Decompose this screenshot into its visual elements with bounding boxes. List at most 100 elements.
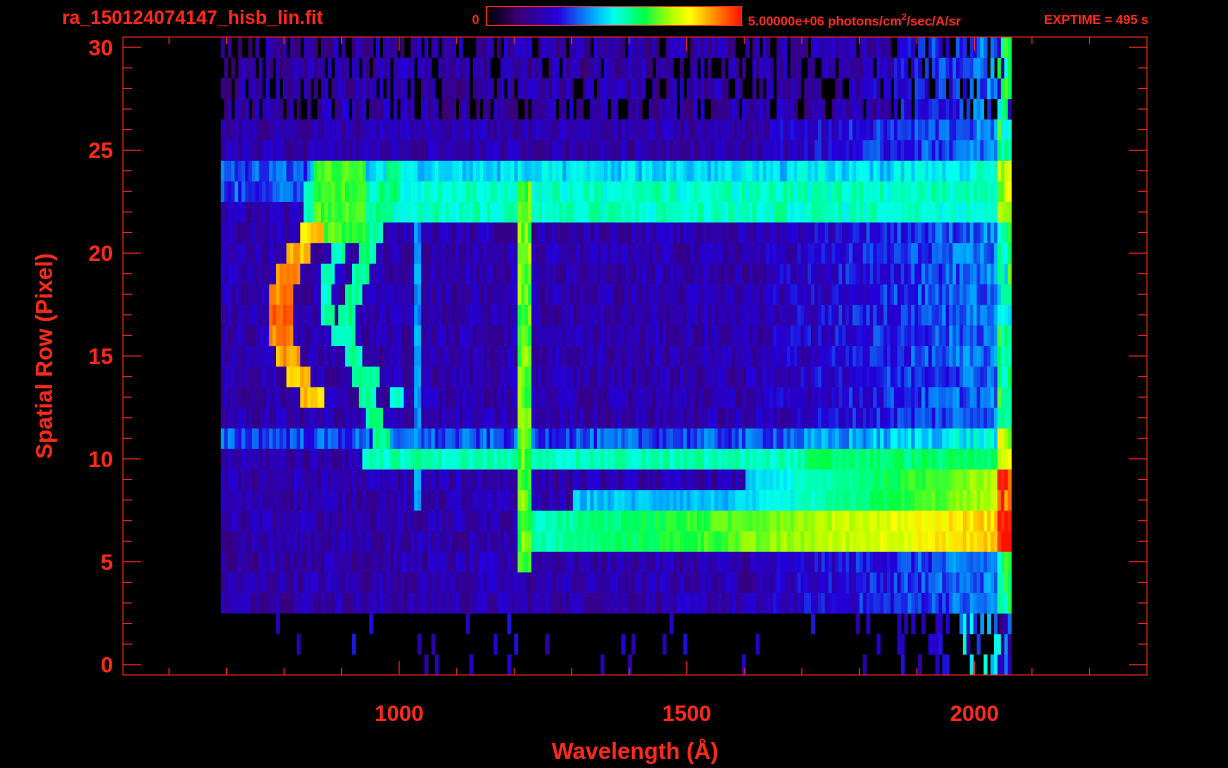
heatmap-cell (362, 201, 367, 223)
heatmap-cell (859, 222, 864, 244)
heatmap-cell (303, 366, 308, 388)
heatmap-cell (724, 407, 729, 429)
heatmap-cell (324, 448, 329, 470)
heatmap-cell (393, 304, 398, 326)
heatmap-cell (911, 242, 915, 264)
heatmap-cell (662, 284, 667, 305)
heatmap-cell (534, 592, 539, 614)
heatmap-cell (348, 345, 353, 367)
heatmap-cell (897, 201, 902, 223)
heatmap-cell (258, 428, 263, 449)
heatmap-cell (389, 386, 394, 408)
heatmap-cell (624, 366, 629, 388)
heatmap-cell (686, 510, 691, 532)
heatmap-cell (438, 510, 443, 532)
heatmap-cell (693, 510, 698, 532)
heatmap-cell (983, 654, 988, 676)
heatmap-cell (566, 181, 570, 202)
heatmap-cell (714, 386, 719, 408)
heatmap-cell (279, 592, 284, 614)
heatmap-cell (348, 530, 353, 552)
heatmap-cell (245, 304, 249, 326)
heatmap-cell (973, 510, 978, 532)
heatmap-cell (849, 469, 853, 491)
heatmap-cell (566, 448, 570, 470)
heatmap-cell (503, 448, 508, 470)
heatmap-cell (465, 366, 470, 388)
heatmap-cell (994, 366, 998, 388)
heatmap-cell (258, 263, 263, 285)
heatmap-cell (973, 366, 978, 388)
heatmap-cell (348, 551, 353, 573)
heatmap-cell (855, 304, 860, 326)
heatmap-cell (276, 510, 280, 532)
heatmap-cell (962, 304, 967, 326)
heatmap-cell (269, 222, 273, 244)
heatmap-cell (990, 222, 995, 244)
heatmap-cell (973, 448, 978, 470)
heatmap-cell (918, 181, 922, 202)
heatmap-cell (224, 469, 229, 491)
heatmap-cell (918, 263, 922, 285)
heatmap-cell (814, 469, 819, 491)
heatmap-cell (448, 366, 453, 388)
heatmap-cell (331, 489, 336, 511)
heatmap-cell (1000, 325, 1005, 346)
heatmap-cell (548, 284, 553, 305)
heatmap-cell (521, 304, 525, 326)
heatmap-cell (969, 448, 974, 470)
heatmap-cell (631, 407, 636, 429)
heatmap-cell (973, 530, 978, 552)
heatmap-cell (973, 284, 978, 305)
heatmap-cell (1004, 592, 1009, 614)
heatmap-cell (279, 345, 284, 367)
heatmap-cell (956, 366, 960, 388)
heatmap-cell (445, 448, 450, 470)
heatmap-cell (403, 592, 408, 614)
heatmap-cell (921, 489, 926, 511)
heatmap-cell (614, 510, 619, 532)
heatmap-cell (376, 181, 380, 202)
heatmap-cell (410, 407, 415, 429)
heatmap-cell (469, 345, 474, 367)
heatmap-cell (835, 530, 840, 552)
heatmap-cell (562, 242, 567, 264)
heatmap-cell (341, 510, 346, 532)
heatmap-cell (931, 325, 936, 346)
heatmap-cell (307, 407, 311, 429)
heatmap-cell (673, 222, 677, 244)
heatmap-cell (410, 592, 415, 614)
heatmap-cell (514, 345, 519, 367)
heatmap-cell (503, 592, 508, 614)
heatmap-cell (697, 469, 701, 491)
heatmap-cell (659, 242, 664, 264)
heatmap-cell (355, 284, 360, 305)
heatmap-cell (752, 489, 757, 511)
heatmap-cell (980, 201, 985, 223)
heatmap-cell (383, 366, 387, 388)
heatmap-cell (752, 530, 757, 552)
heatmap-cell (1004, 448, 1009, 470)
heatmap-cell (348, 469, 353, 491)
heatmap-cell (465, 469, 470, 491)
heatmap-cell (862, 592, 867, 614)
heatmap-cell (245, 489, 249, 511)
heatmap-cell (893, 304, 898, 326)
heatmap-cell (296, 407, 301, 429)
heatmap-cell (593, 489, 598, 511)
heatmap-cell (731, 242, 736, 264)
heatmap-cell (904, 613, 909, 635)
heatmap-cell (276, 263, 280, 285)
heatmap-cell (983, 304, 988, 326)
heatmap-cell (251, 345, 256, 367)
heatmap-cell (559, 160, 563, 182)
heatmap-cell (742, 551, 746, 573)
heatmap-cell (631, 428, 636, 449)
heatmap-cell (579, 510, 584, 532)
heatmap-cell (880, 592, 884, 614)
heatmap-cell (365, 428, 370, 449)
heatmap-cell (303, 345, 308, 367)
heatmap-cell (773, 242, 777, 264)
heatmap-cell (997, 530, 1002, 552)
heatmap-cell (662, 201, 667, 223)
